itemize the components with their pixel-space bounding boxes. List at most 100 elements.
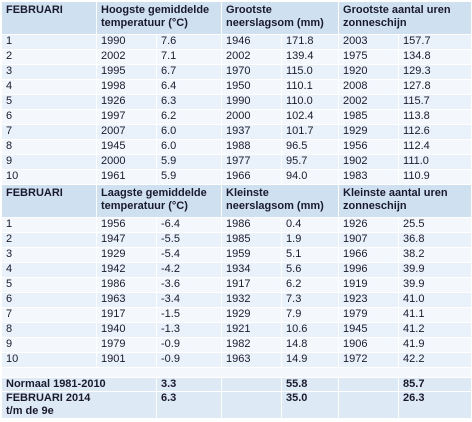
header-cell: Hoogste gemiddelde temperatuur (°C) xyxy=(95,1,223,35)
data-cell: 1985 xyxy=(338,109,400,125)
header-cell: Kleinste aantal uren zonneschijn xyxy=(338,184,472,218)
data-cell: 1983 xyxy=(338,169,400,185)
data-cell: 1996 xyxy=(338,262,400,278)
data-cell: 1923 xyxy=(338,292,400,308)
data-row: 1 1990 7.6 1946 171.8 2003 157.7 xyxy=(1,34,472,50)
data-cell: 41.9 xyxy=(398,337,472,353)
data-cell: 2003 xyxy=(338,34,400,50)
data-cell: 1986 xyxy=(221,217,283,233)
data-cell: 10 xyxy=(1,169,97,185)
data-cell: 1907 xyxy=(338,232,400,248)
header-row: FEBRUARI Hoogste gemiddelde temperatuur (… xyxy=(1,1,472,35)
summary-value: 55.8 xyxy=(281,377,340,392)
data-row: 6 1963 -3.4 1932 7.3 1923 41.0 xyxy=(1,292,472,308)
data-cell: 115.0 xyxy=(281,64,340,80)
data-row: 2 2002 7.1 2002 139.4 1975 134.8 xyxy=(1,49,472,65)
data-cell: 157.7 xyxy=(398,34,472,50)
data-cell: 1926 xyxy=(338,217,400,233)
data-row: 1 1956 -6.4 1986 0.4 1926 25.5 xyxy=(1,217,472,233)
data-cell: -3.4 xyxy=(155,292,223,308)
summary-value: 35.0 xyxy=(281,391,340,419)
data-cell: 6.2 xyxy=(281,277,340,293)
data-cell: -0.9 xyxy=(155,352,223,368)
data-cell: 1 xyxy=(1,34,97,50)
data-cell: 7 xyxy=(1,307,97,323)
data-row: 8 1940 -1.3 1921 10.6 1945 41.2 xyxy=(1,322,472,338)
data-cell: 1932 xyxy=(221,292,283,308)
data-cell: 8 xyxy=(1,322,97,338)
data-cell: 25.5 xyxy=(398,217,472,233)
data-cell: 1970 xyxy=(221,64,283,80)
data-cell: 6 xyxy=(1,109,97,125)
data-cell: 139.4 xyxy=(281,49,340,65)
data-cell: 14.9 xyxy=(281,352,340,368)
data-cell: 1901 xyxy=(96,352,157,368)
data-cell: 94.0 xyxy=(281,169,340,185)
data-cell: 4 xyxy=(1,79,97,95)
data-row: 9 2000 5.9 1977 95.7 1902 111.0 xyxy=(1,154,472,170)
data-cell: 6.0 xyxy=(155,124,223,140)
data-cell: 96.5 xyxy=(281,139,340,155)
data-cell: 1982 xyxy=(221,337,283,353)
data-cell: 1929 xyxy=(221,307,283,323)
data-cell: 3 xyxy=(1,247,97,263)
data-cell: 2002 xyxy=(338,94,400,110)
data-cell: 1961 xyxy=(96,169,157,185)
data-cell: 6.2 xyxy=(155,109,223,125)
data-row: 4 1998 6.4 1950 110.1 2008 127.8 xyxy=(1,79,472,95)
data-cell: 1963 xyxy=(96,292,157,308)
summary-value: 85.7 xyxy=(398,377,472,392)
data-cell: 36.8 xyxy=(398,232,472,248)
spacer-cell xyxy=(0,367,472,378)
data-cell: 5.1 xyxy=(281,247,340,263)
data-row: 7 2007 6.0 1937 101.7 1929 112.6 xyxy=(1,124,472,140)
data-cell: 2 xyxy=(1,49,97,65)
data-cell: 41.0 xyxy=(398,292,472,308)
data-cell: -4.2 xyxy=(155,262,223,278)
data-cell: 1959 xyxy=(221,247,283,263)
spacer-row xyxy=(0,367,472,378)
data-cell: 10.6 xyxy=(281,322,340,338)
summary-value: 6.3 xyxy=(155,391,223,419)
data-cell: 7 xyxy=(1,124,97,140)
data-cell: 1947 xyxy=(96,232,157,248)
data-cell: 6 xyxy=(1,292,97,308)
data-cell: 7.9 xyxy=(281,307,340,323)
data-cell: 41.2 xyxy=(398,322,472,338)
data-cell: 1906 xyxy=(338,337,400,353)
data-cell: -1.3 xyxy=(155,322,223,338)
summary-row: Normaal 1981-2010 3.3 55.8 85.7 xyxy=(1,377,472,392)
data-row: 7 1917 -1.5 1929 7.9 1979 41.1 xyxy=(1,307,472,323)
data-cell: -6.4 xyxy=(155,217,223,233)
data-cell: 6.3 xyxy=(155,94,223,110)
data-cell: 115.7 xyxy=(398,94,472,110)
data-cell: 1 xyxy=(1,217,97,233)
data-cell: 5 xyxy=(1,277,97,293)
summary-label: FEBRUARI 2014 t/m de 9e xyxy=(1,391,157,419)
summary-value: 26.3 xyxy=(398,391,472,419)
data-cell: 5 xyxy=(1,94,97,110)
data-cell: -1.5 xyxy=(155,307,223,323)
data-cell: 1940 xyxy=(96,322,157,338)
data-cell: 171.8 xyxy=(281,34,340,50)
data-cell: 1945 xyxy=(338,322,400,338)
data-cell: 8 xyxy=(1,139,97,155)
data-cell: 6.4 xyxy=(155,79,223,95)
data-cell: 1950 xyxy=(221,79,283,95)
data-cell: -0.9 xyxy=(155,337,223,353)
data-cell: 6.7 xyxy=(155,64,223,80)
data-cell: 9 xyxy=(1,154,97,170)
data-cell: 1966 xyxy=(221,169,283,185)
data-row: 5 1986 -3.6 1917 6.2 1919 39.9 xyxy=(1,277,472,293)
data-row: 4 1942 -4.2 1934 5.6 1996 39.9 xyxy=(1,262,472,278)
data-cell: 7.6 xyxy=(155,34,223,50)
empty-cell xyxy=(338,377,400,392)
data-cell: 1972 xyxy=(338,352,400,368)
data-cell: 39.9 xyxy=(398,262,472,278)
summary-row: FEBRUARI 2014 t/m de 9e 6.3 35.0 26.3 xyxy=(1,391,472,419)
data-cell: 1942 xyxy=(96,262,157,278)
summary-label-line: Normaal 1981-2010 xyxy=(6,378,106,390)
data-cell: 1995 xyxy=(96,64,157,80)
data-row: 3 1929 -5.4 1959 5.1 1966 38.2 xyxy=(1,247,472,263)
